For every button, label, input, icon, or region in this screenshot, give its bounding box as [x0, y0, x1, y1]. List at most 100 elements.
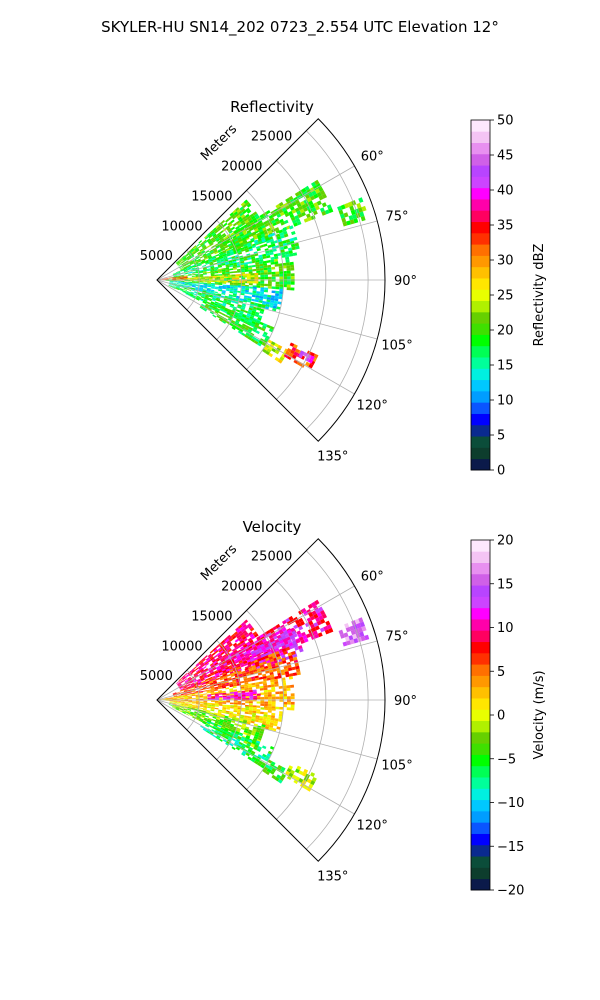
- echo-cell: [237, 290, 242, 293]
- echo-cell: [184, 259, 188, 262]
- colorbar-swatch: [471, 822, 490, 834]
- echo-cell: [303, 207, 309, 212]
- echo-cell: [250, 750, 256, 755]
- echo-cell: [258, 760, 263, 765]
- echo-cell: [274, 295, 279, 299]
- echo-cell: [195, 701, 200, 703]
- echo-cell: [272, 307, 277, 312]
- echo-cell: [252, 667, 257, 671]
- echo-cell: [245, 286, 250, 289]
- echo-cell: [270, 241, 275, 245]
- echo-cell: [246, 223, 252, 228]
- echo-cell: [164, 278, 169, 280]
- echo-cell: [176, 286, 180, 289]
- echo-cell: [281, 671, 286, 676]
- echo-cell: [265, 301, 271, 305]
- range-tick-label: 5000: [140, 669, 173, 684]
- echo-cell: [290, 216, 296, 222]
- echo-cell: [225, 239, 230, 243]
- echo-cell: [206, 301, 211, 305]
- echo-cell: [292, 236, 298, 241]
- colorbar-label: Velocity (m/s): [532, 670, 547, 759]
- echo-cell: [285, 770, 291, 776]
- echo-cell: [245, 701, 250, 704]
- echo-cell: [172, 277, 176, 278]
- echo-cell: [203, 707, 208, 709]
- echo-cell: [179, 267, 184, 270]
- echo-cell: [184, 679, 189, 683]
- echo-cell: [191, 693, 196, 695]
- echo-cell: [208, 654, 213, 659]
- echo-cell: [258, 640, 264, 645]
- echo-cell: [245, 708, 250, 711]
- echo-cell: [214, 662, 219, 666]
- echo-cell: [265, 646, 271, 651]
- echo-cell: [267, 703, 272, 707]
- echo-cell: [210, 657, 215, 661]
- echo-cell: [183, 269, 188, 272]
- echo-cell: [226, 706, 231, 709]
- echo-cell: [222, 707, 227, 710]
- echo-cell: [286, 636, 291, 641]
- echo-cell: [235, 226, 240, 230]
- echo-cell: [188, 282, 193, 284]
- echo-cell: [228, 714, 233, 717]
- echo-cell: [262, 323, 268, 327]
- echo-cell: [274, 349, 280, 355]
- colorbar-swatch: [471, 266, 490, 279]
- echo-cell: [245, 288, 250, 291]
- echo-cell: [226, 284, 231, 287]
- echo-cell: [198, 289, 203, 292]
- echo-cell: [260, 287, 265, 290]
- echo-cell: [175, 276, 180, 278]
- echo-cell: [183, 257, 187, 261]
- echo-cell: [259, 711, 264, 715]
- echo-cell: [219, 650, 224, 654]
- echo-cell: [206, 658, 211, 662]
- panel-title: Velocity: [243, 518, 302, 536]
- echo-cell: [262, 260, 267, 264]
- echo-cell: [286, 287, 291, 291]
- echo-cell: [244, 685, 249, 689]
- echo-cell: [183, 689, 188, 692]
- echo-cell: [221, 668, 226, 672]
- echo-cell: [256, 705, 261, 708]
- echo-cell: [179, 689, 184, 692]
- echo-cell: [301, 203, 307, 209]
- echo-cell: [269, 238, 274, 243]
- echo-cell: [183, 708, 188, 711]
- echo-cell: [244, 334, 249, 339]
- echo-cell: [283, 209, 289, 215]
- echo-cell: [246, 273, 251, 276]
- echo-cell: [210, 692, 215, 694]
- echo-cell: [231, 746, 236, 751]
- echo-cell: [268, 634, 274, 639]
- echo-cell: [243, 245, 249, 249]
- echo-cell: [278, 209, 284, 214]
- echo-cell: [316, 191, 322, 198]
- echo-cell: [195, 298, 200, 301]
- echo-cell: [311, 207, 317, 212]
- echo-cell: [177, 281, 182, 283]
- echo-cell: [313, 202, 319, 208]
- echo-cell: [268, 346, 273, 351]
- echo-cell: [208, 259, 213, 262]
- echo-cell: [277, 238, 283, 243]
- echo-cell: [219, 730, 224, 734]
- echo-cell: [200, 249, 205, 253]
- azimuth-spoke: [156, 220, 378, 281]
- echo-cell: [222, 686, 227, 689]
- echo-cell: [312, 210, 318, 216]
- echo-cell: [217, 240, 222, 244]
- echo-cell: [210, 691, 215, 693]
- echo-cell: [221, 725, 226, 729]
- echo-cell: [240, 292, 245, 296]
- echo-cell: [239, 257, 244, 260]
- echo-cell: [259, 230, 265, 235]
- colorbar-tick-label: 20: [497, 324, 514, 339]
- echo-cell: [233, 237, 238, 241]
- colorbar-tick-label: 35: [497, 219, 514, 234]
- echo-cell: [246, 209, 252, 214]
- echo-cell: [180, 283, 185, 285]
- echo-cell: [223, 242, 228, 246]
